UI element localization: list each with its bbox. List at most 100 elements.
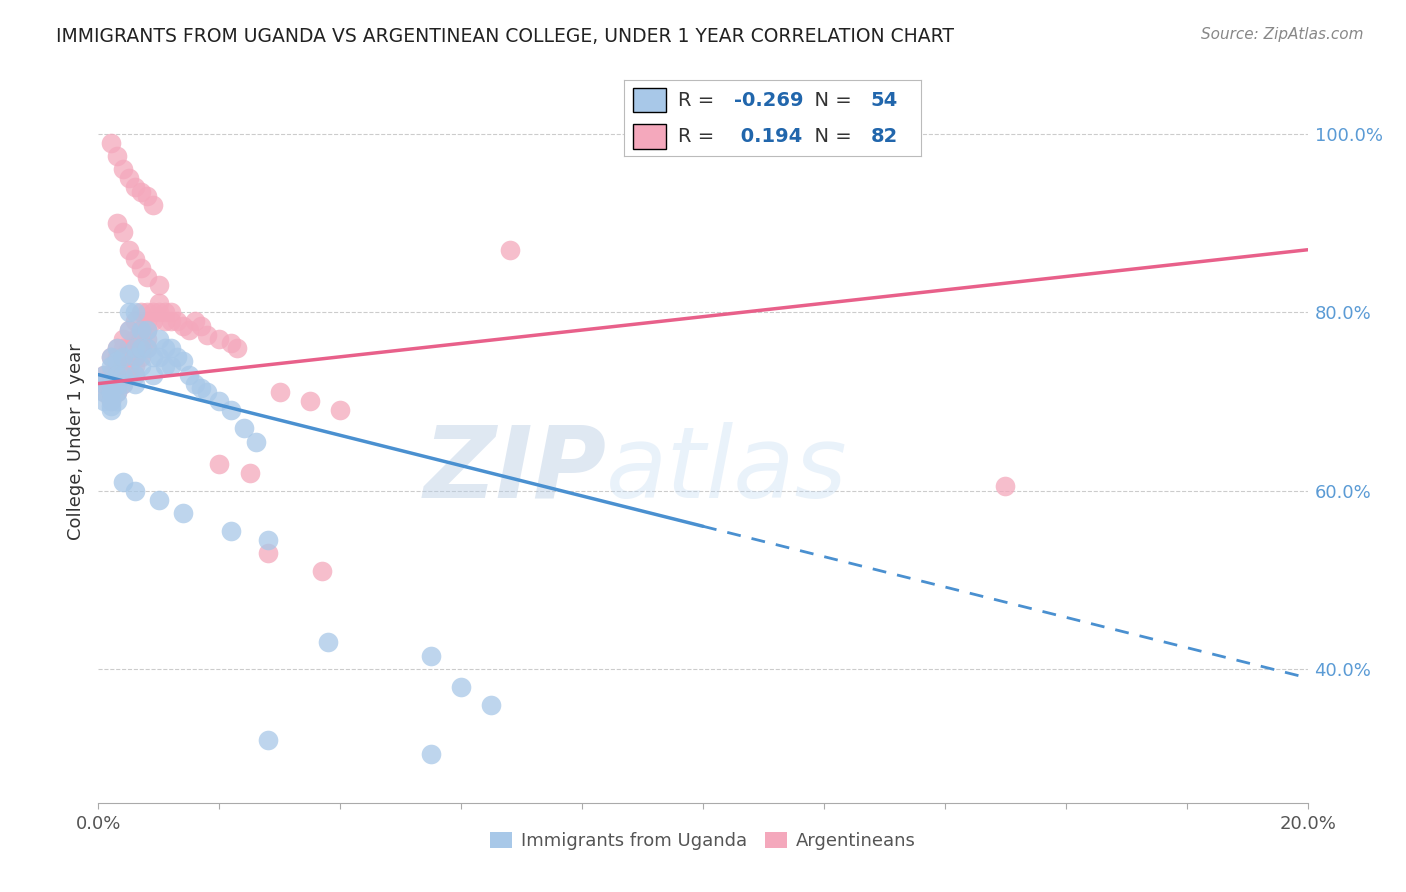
Point <box>124 305 146 319</box>
Legend: Immigrants from Uganda, Argentineans: Immigrants from Uganda, Argentineans <box>481 822 925 859</box>
Point <box>129 341 152 355</box>
Point <box>124 314 146 328</box>
Point <box>994 479 1017 493</box>
Point <box>100 385 122 400</box>
Point <box>316 635 339 649</box>
Point <box>100 376 122 391</box>
Point <box>148 492 170 507</box>
Point <box>135 332 157 346</box>
Point <box>105 385 128 400</box>
Point <box>111 368 134 382</box>
Point <box>100 399 122 413</box>
Point <box>190 318 212 333</box>
Point <box>105 368 128 382</box>
Point <box>184 376 207 391</box>
Point <box>135 323 157 337</box>
Point <box>190 381 212 395</box>
Point <box>118 305 141 319</box>
Point <box>148 332 170 346</box>
Point <box>160 314 183 328</box>
Point <box>111 225 134 239</box>
Point <box>179 368 201 382</box>
Point <box>93 376 115 391</box>
Point <box>129 323 152 337</box>
Point <box>124 332 146 346</box>
Point <box>195 385 218 400</box>
Point <box>129 305 152 319</box>
Point <box>153 341 176 355</box>
Point <box>118 368 141 382</box>
Text: atlas: atlas <box>606 422 848 519</box>
Point <box>299 394 322 409</box>
Point <box>221 403 243 417</box>
Point <box>135 323 157 337</box>
Point <box>100 350 122 364</box>
Point <box>256 546 278 560</box>
Point <box>124 376 146 391</box>
Point <box>129 350 152 364</box>
Point <box>135 341 157 355</box>
Point <box>208 332 231 346</box>
Point <box>172 506 194 520</box>
Point <box>195 327 218 342</box>
Point <box>135 269 157 284</box>
Point <box>311 564 333 578</box>
Point <box>256 533 278 547</box>
Point <box>100 394 122 409</box>
Point <box>93 385 115 400</box>
Point <box>100 385 122 400</box>
Point <box>105 149 128 163</box>
Point <box>153 314 176 328</box>
Point <box>148 350 170 364</box>
Point <box>124 359 146 373</box>
Y-axis label: College, Under 1 year: College, Under 1 year <box>66 343 84 540</box>
Point <box>105 350 128 364</box>
Text: IMMIGRANTS FROM UGANDA VS ARGENTINEAN COLLEGE, UNDER 1 YEAR CORRELATION CHART: IMMIGRANTS FROM UGANDA VS ARGENTINEAN CO… <box>56 27 955 45</box>
Point <box>105 385 128 400</box>
Point <box>93 368 115 382</box>
Point <box>142 314 165 328</box>
Point <box>142 368 165 382</box>
Point <box>118 350 141 364</box>
Point <box>124 350 146 364</box>
Point <box>160 359 183 373</box>
Point <box>148 296 170 310</box>
Point <box>111 350 134 364</box>
Point <box>93 385 115 400</box>
Point <box>160 305 183 319</box>
Point <box>129 341 152 355</box>
Point <box>100 368 122 382</box>
Point <box>135 305 157 319</box>
Text: Source: ZipAtlas.com: Source: ZipAtlas.com <box>1201 27 1364 42</box>
Point <box>100 394 122 409</box>
Point <box>129 323 152 337</box>
Point <box>256 733 278 747</box>
Point <box>481 698 503 712</box>
Point <box>239 466 262 480</box>
Point <box>93 368 115 382</box>
Point <box>124 350 146 364</box>
Point <box>105 376 128 391</box>
Point <box>118 171 141 186</box>
Point <box>148 278 170 293</box>
Point <box>111 475 134 489</box>
Point <box>100 350 122 364</box>
Point <box>153 359 176 373</box>
Point <box>142 305 165 319</box>
Point <box>105 341 128 355</box>
Point <box>129 185 152 199</box>
Point <box>124 341 146 355</box>
Point <box>118 323 141 337</box>
Point <box>142 350 165 364</box>
Point <box>179 323 201 337</box>
Point <box>124 368 146 382</box>
Point <box>498 243 520 257</box>
Point <box>105 359 128 373</box>
Point <box>208 457 231 471</box>
Point <box>111 350 134 364</box>
Point <box>111 162 134 177</box>
Point <box>124 252 146 266</box>
Point <box>118 243 141 257</box>
Point <box>221 336 243 351</box>
Point <box>105 216 128 230</box>
